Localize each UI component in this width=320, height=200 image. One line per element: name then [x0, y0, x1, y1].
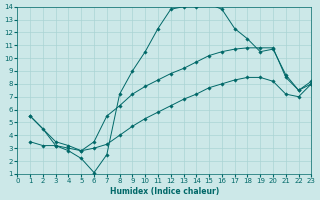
X-axis label: Humidex (Indice chaleur): Humidex (Indice chaleur)	[110, 187, 219, 196]
